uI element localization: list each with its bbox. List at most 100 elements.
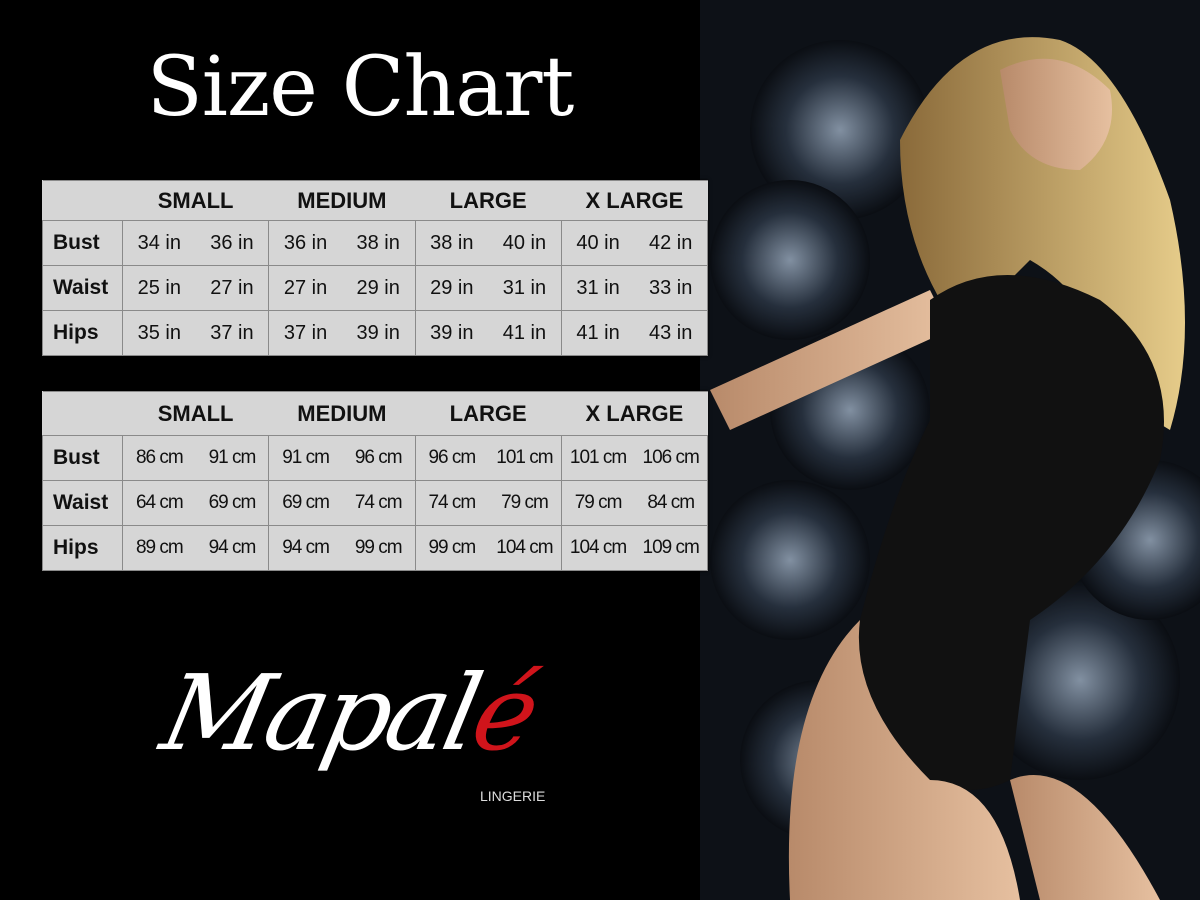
min-value: 86 cm: [135, 447, 184, 468]
size-header: [42, 180, 123, 221]
min-value: 101 cm: [569, 447, 627, 468]
max-value: 31 in: [502, 276, 547, 299]
max-value: 29 in: [356, 276, 400, 299]
header-row: SMALL MEDIUM LARGE X LARGE: [42, 180, 708, 221]
size-header: SMALL: [122, 180, 269, 221]
max-value: 104 cm: [496, 537, 553, 558]
min-value: 104 cm: [569, 537, 627, 558]
min-value: 94 cm: [282, 537, 330, 558]
max-value: 101 cm: [496, 447, 553, 468]
min-value: 38 in: [430, 231, 474, 254]
min-value: 91 cm: [282, 447, 330, 468]
table-row: Bust 34 in 36 in 36 in 38 in 38 in 40 in 40 in 4…: [42, 220, 709, 266]
max-value: 41 in: [502, 321, 547, 344]
logo-wordmark: Mapalé: [152, 652, 546, 774]
size-range-cell: 104 cm 109 cm: [560, 525, 709, 571]
min-value: 37 in: [283, 321, 328, 344]
size-header: [42, 391, 123, 436]
min-value: 25 in: [137, 276, 181, 299]
size-table-cm: SMALL MEDIUM LARGE X LARGE Bust 86 cm 91 cm 91 …: [42, 391, 709, 571]
min-value: 64 cm: [135, 492, 184, 513]
size-table-inches: SMALL MEDIUM LARGE X LARGE Bust 34 in 36 in 36 …: [42, 180, 709, 356]
max-value: 37 in: [210, 321, 254, 344]
min-value: 27 in: [283, 276, 328, 299]
size-range-cell: 94 cm 99 cm: [268, 525, 416, 571]
size-range-cell: 74 cm 79 cm: [414, 480, 562, 526]
max-value: 96 cm: [354, 447, 403, 468]
size-range-cell: 69 cm 74 cm: [268, 480, 416, 526]
size-range-cell: 34 in 36 in: [121, 220, 270, 266]
table-row: Hips 35 in 37 in 37 in 39 in 39 in 41 in 41 in 4…: [42, 310, 709, 356]
size-range-cell: 38 in 40 in: [414, 220, 562, 266]
max-value: 69 cm: [208, 492, 257, 513]
size-range-cell: 89 cm 94 cm: [121, 525, 270, 571]
max-value: 94 cm: [208, 537, 257, 558]
table-row: Waist 25 in 27 in 27 in 29 in 29 in 31 in 31 in…: [42, 265, 709, 311]
size-range-cell: 86 cm 91 cm: [121, 435, 270, 481]
min-value: 99 cm: [428, 537, 476, 558]
size-range-cell: 40 in 42 in: [560, 220, 709, 266]
size-range-cell: 96 cm 101 cm: [414, 435, 562, 481]
size-header: LARGE: [415, 391, 562, 436]
min-value: 39 in: [430, 321, 474, 344]
size-header: MEDIUM: [268, 180, 415, 221]
header-row: SMALL MEDIUM LARGE X LARGE: [42, 391, 708, 436]
model-photo: [700, 0, 1200, 900]
min-value: 89 cm: [135, 537, 184, 558]
measurement-label: Hips: [42, 525, 123, 571]
size-range-cell: 27 in 29 in: [268, 265, 416, 311]
table-row: Bust 86 cm 91 cm 91 cm 96 cm 96 cm 101 cm 101 c…: [42, 435, 709, 481]
table-row: Hips 89 cm 94 cm 94 cm 99 cm 99 cm 104 cm 104 c…: [42, 525, 709, 571]
max-value: 43 in: [649, 321, 693, 344]
max-value: 99 cm: [354, 537, 403, 558]
max-value: 91 cm: [208, 447, 257, 468]
min-value: 41 in: [576, 321, 620, 344]
page-title: Size Chart: [146, 40, 575, 135]
min-value: 40 in: [576, 231, 620, 254]
size-range-cell: 37 in 39 in: [268, 310, 416, 356]
measurement-label: Hips: [42, 310, 123, 356]
brand-logo: Mapalé LINGERIE: [152, 652, 580, 810]
max-value: 38 in: [356, 231, 400, 254]
size-range-cell: 35 in 37 in: [121, 310, 270, 356]
logo-tagline: LINGERIE: [480, 788, 546, 804]
min-value: 79 cm: [574, 492, 623, 513]
size-range-cell: 91 cm 96 cm: [268, 435, 416, 481]
max-value: 42 in: [649, 231, 693, 254]
size-range-cell: 41 in 43 in: [560, 310, 709, 356]
min-value: 74 cm: [428, 492, 476, 513]
min-value: 69 cm: [282, 492, 330, 513]
min-value: 36 in: [283, 231, 328, 254]
size-range-cell: 31 in 33 in: [560, 265, 709, 311]
max-value: 79 cm: [501, 492, 549, 513]
measurement-label: Waist: [42, 480, 123, 526]
max-value: 40 in: [502, 231, 547, 254]
min-value: 34 in: [137, 231, 181, 254]
size-range-cell: 99 cm 104 cm: [414, 525, 562, 571]
measurement-label: Bust: [42, 435, 123, 481]
measurement-label: Bust: [42, 220, 123, 266]
size-header: X LARGE: [561, 391, 708, 436]
size-header: SMALL: [122, 391, 269, 436]
min-value: 96 cm: [428, 447, 476, 468]
table-row: Waist 64 cm 69 cm 69 cm 74 cm 74 cm 79 cm 79 cm…: [42, 480, 709, 526]
max-value: 36 in: [210, 231, 254, 254]
size-header: LARGE: [415, 180, 562, 221]
max-value: 106 cm: [642, 447, 700, 468]
size-range-cell: 101 cm 106 cm: [560, 435, 709, 481]
size-header: X LARGE: [561, 180, 708, 221]
size-range-cell: 29 in 31 in: [414, 265, 562, 311]
measurement-label: Waist: [42, 265, 123, 311]
min-value: 35 in: [137, 321, 181, 344]
max-value: 74 cm: [354, 492, 403, 513]
max-value: 39 in: [356, 321, 400, 344]
min-value: 29 in: [430, 276, 474, 299]
size-range-cell: 39 in 41 in: [414, 310, 562, 356]
size-range-cell: 64 cm 69 cm: [121, 480, 270, 526]
max-value: 33 in: [649, 276, 693, 299]
max-value: 27 in: [210, 276, 254, 299]
size-range-cell: 25 in 27 in: [121, 265, 270, 311]
min-value: 31 in: [576, 276, 620, 299]
size-range-cell: 79 cm 84 cm: [560, 480, 709, 526]
size-range-cell: 36 in 38 in: [268, 220, 416, 266]
